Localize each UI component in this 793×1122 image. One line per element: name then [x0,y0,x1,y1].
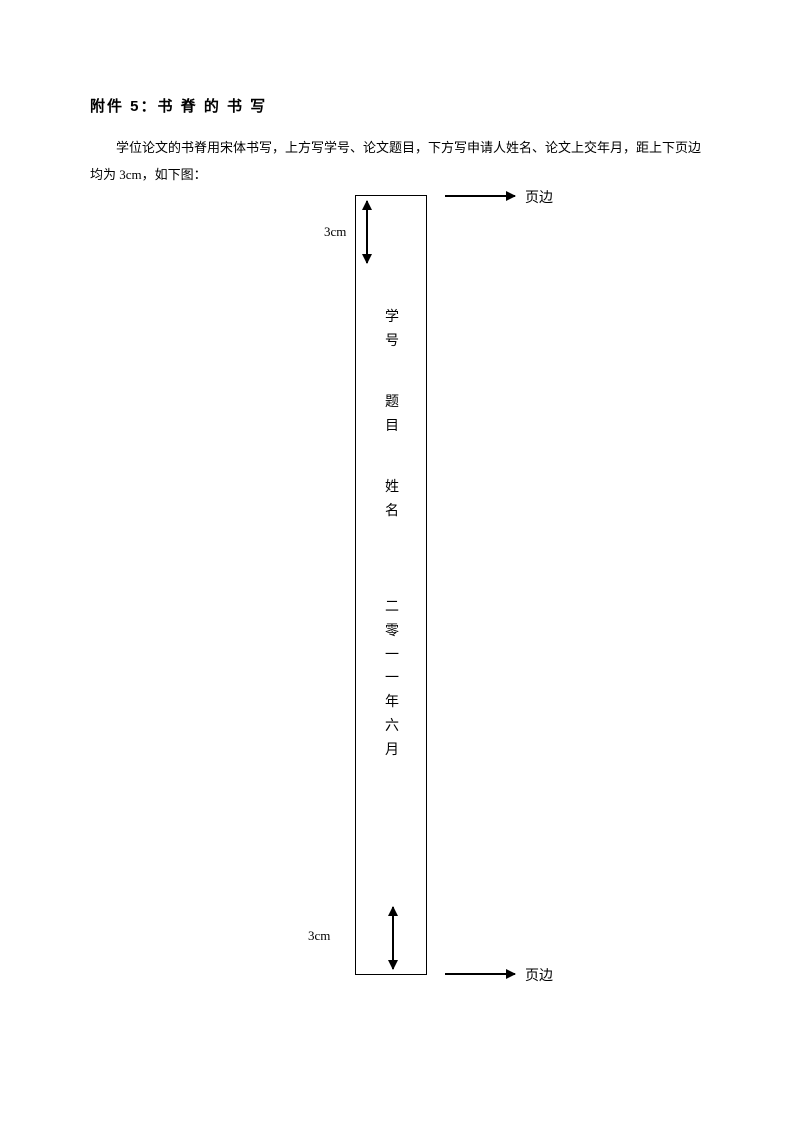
spine-char: 二 [356,596,428,620]
spine-char: 一 [356,644,428,668]
spine-char: 六 [356,715,428,739]
bottom-margin-arrow-icon [392,907,394,969]
spine-diagram: 3cm 3cm 学号题目姓名二零一一年六月 页边 页边 [355,195,655,985]
top-edge-callout: 页边 [525,187,553,207]
spine-char: 一 [356,667,428,691]
spine-text-group: 学号 [356,306,428,354]
top-edge-arrow-icon [445,195,515,197]
spine-char: 学 [356,306,428,330]
spine-char: 目 [356,415,428,439]
top-margin-arrow-icon [366,201,368,263]
bottom-margin-label: 3cm [308,928,368,944]
spine-char: 号 [356,330,428,354]
bottom-edge-callout: 页边 [525,965,553,985]
spine-char: 月 [356,739,428,763]
spine-char: 名 [356,500,428,524]
bottom-edge-arrow-icon [445,973,515,975]
document-page: 附件 5：书 脊 的 书 写 学位论文的书脊用宋体书写，上方写学号、论文题目，下… [0,0,793,1122]
spine-box: 3cm 3cm 学号题目姓名二零一一年六月 [355,195,427,975]
section-heading: 附件 5：书 脊 的 书 写 [90,95,703,116]
spine-char: 年 [356,691,428,715]
spine-char: 零 [356,620,428,644]
top-margin-label: 3cm [324,224,346,240]
description-paragraph: 学位论文的书脊用宋体书写，上方写学号、论文题目，下方写申请人姓名、论文上交年月，… [90,134,703,189]
spine-char: 姓 [356,476,428,500]
spine-text-group: 姓名 [356,476,428,524]
spine-char: 题 [356,391,428,415]
spine-text-group: 题目 [356,391,428,439]
spine-text-group: 二零一一年六月 [356,596,428,763]
